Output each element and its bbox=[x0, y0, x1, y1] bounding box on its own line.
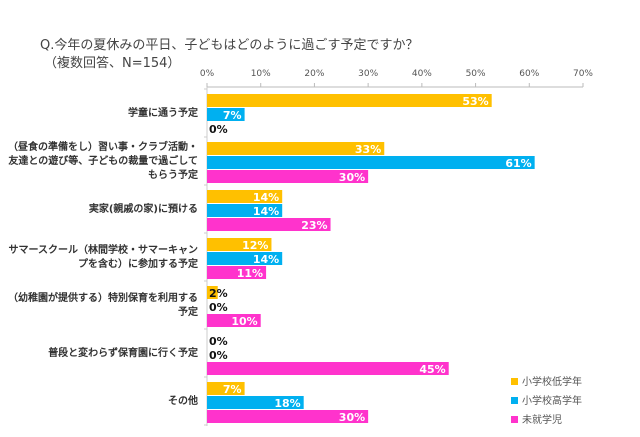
x-tick-label: 10% bbox=[251, 69, 271, 79]
bar bbox=[207, 142, 385, 155]
data-label: 7% bbox=[223, 109, 242, 122]
legend-item: 未就学児 bbox=[511, 411, 562, 426]
legend-swatch bbox=[511, 416, 518, 423]
data-label: 23% bbox=[301, 219, 327, 232]
bar bbox=[207, 204, 283, 217]
data-label: 14% bbox=[253, 191, 279, 204]
legend-label: 未就学児 bbox=[522, 415, 562, 426]
bar bbox=[207, 94, 492, 107]
bar bbox=[207, 218, 331, 231]
data-label: 45% bbox=[419, 363, 445, 376]
x-tick-label: 40% bbox=[412, 69, 432, 79]
category-label: サマースクール（林間学校・サマーキャンプを含む）に参加する予定 bbox=[8, 245, 199, 270]
data-label: 2% bbox=[209, 287, 228, 300]
legend-swatch bbox=[511, 378, 518, 385]
data-label: 0% bbox=[209, 335, 228, 348]
bar bbox=[207, 286, 218, 299]
chart-title: Q.今年の夏休みの平日、子どもはどのように過ごす予定ですか？ bbox=[40, 38, 419, 53]
data-label: 14% bbox=[253, 205, 279, 218]
data-label: 0% bbox=[209, 123, 228, 136]
category-label: その他 bbox=[168, 396, 198, 407]
bar bbox=[207, 362, 449, 375]
data-label: 61% bbox=[505, 157, 531, 170]
legend-label: 小学校低学年 bbox=[522, 377, 582, 388]
x-tick-label: 20% bbox=[304, 69, 324, 79]
x-tick-label: 50% bbox=[466, 69, 486, 79]
x-tick-label: 30% bbox=[358, 69, 378, 79]
category-label: （幼稚園が提供する）特別保育を利用する予定 bbox=[8, 293, 198, 318]
category-label: （昼食の準備をし）習い事・クラブ活動・友達との遊び等、子どもの裁量で過ごしてもら… bbox=[8, 142, 198, 181]
data-label: 12% bbox=[242, 239, 268, 252]
x-tick-label: 0% bbox=[200, 69, 215, 79]
x-tick-label: 70% bbox=[573, 69, 593, 79]
data-label: 53% bbox=[462, 95, 488, 108]
data-label: 0% bbox=[209, 301, 228, 314]
legend-item: 小学校高学年 bbox=[511, 392, 582, 407]
data-label: 11% bbox=[237, 267, 263, 280]
category-label: 学童に通う予定 bbox=[128, 108, 198, 119]
bar bbox=[207, 170, 369, 183]
bar bbox=[207, 314, 261, 327]
bar bbox=[207, 396, 304, 409]
category-label: 普段と変わらず保育園に行く予定 bbox=[48, 348, 198, 359]
data-label: 30% bbox=[339, 171, 365, 184]
data-label: 0% bbox=[209, 349, 228, 362]
legend-label: 小学校高学年 bbox=[522, 396, 582, 407]
chart-subtitle: （複数回答、N=154） bbox=[44, 56, 181, 71]
bar bbox=[207, 238, 272, 251]
legend-item: 小学校低学年 bbox=[511, 373, 582, 388]
category-label: 実家(親戚の家)に預ける bbox=[88, 204, 198, 215]
bar bbox=[207, 156, 535, 169]
data-label: 7% bbox=[223, 383, 242, 396]
x-tick-label: 60% bbox=[519, 69, 539, 79]
data-label: 10% bbox=[231, 315, 257, 328]
data-label: 18% bbox=[274, 397, 300, 410]
bar bbox=[207, 252, 283, 265]
bar bbox=[207, 108, 245, 121]
legend-swatch bbox=[511, 397, 518, 404]
bar bbox=[207, 190, 283, 203]
data-label: 30% bbox=[339, 411, 365, 424]
data-label: 14% bbox=[253, 253, 279, 266]
bar bbox=[207, 382, 245, 395]
data-label: 33% bbox=[355, 143, 381, 156]
bar bbox=[207, 410, 369, 423]
bar bbox=[207, 266, 267, 279]
